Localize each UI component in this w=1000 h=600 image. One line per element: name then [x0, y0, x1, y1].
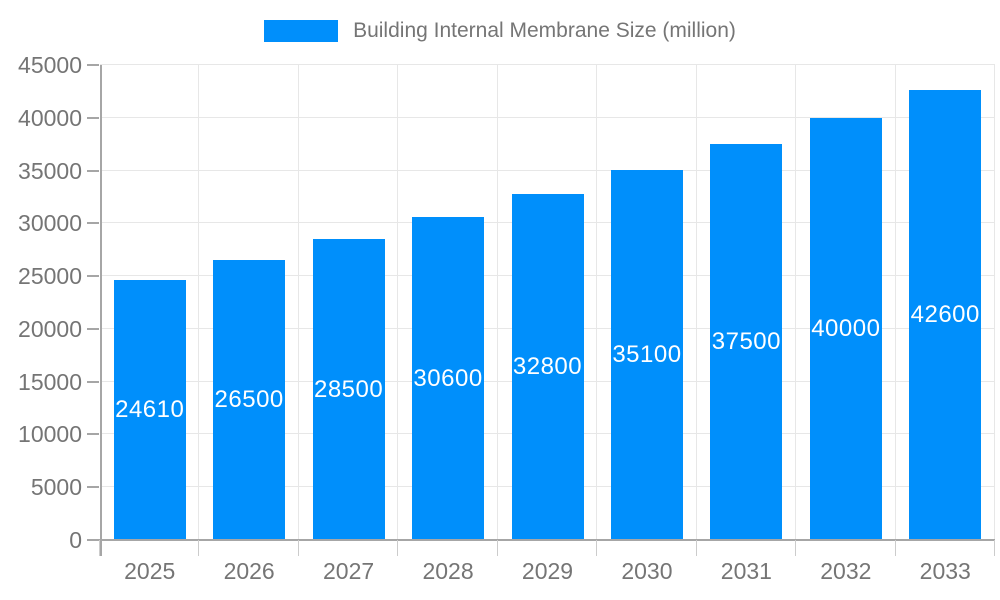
h-gridline: [100, 169, 995, 171]
x-tick-label: 2031: [720, 558, 772, 584]
x-tick-mark: [596, 540, 598, 556]
x-tick-mark: [795, 540, 797, 556]
bar[interactable]: 32800: [511, 193, 584, 540]
bar-value-label: 35100: [612, 340, 682, 368]
y-tick-label: 25000: [18, 263, 82, 290]
y-tick-label: 30000: [18, 210, 82, 237]
x-tick-mark: [297, 540, 299, 556]
legend-swatch: [264, 20, 339, 42]
y-axis-line: [100, 65, 102, 556]
x-tick-label: 2026: [223, 558, 275, 584]
v-gridline: [297, 65, 299, 540]
x-tick-label: 2032: [820, 558, 872, 584]
bar-value-label: 37500: [711, 328, 781, 356]
bar[interactable]: 42600: [909, 90, 982, 540]
x-tick-label: 2028: [422, 558, 474, 584]
bar[interactable]: 26500: [213, 260, 286, 540]
y-tick-mark: [87, 222, 99, 225]
bar[interactable]: 40000: [809, 117, 882, 540]
bar-value-label: 42600: [910, 301, 980, 329]
bar-value-label: 26500: [214, 386, 284, 414]
legend-label: Building Internal Membrane Size (million…: [353, 19, 736, 42]
h-gridline: [100, 116, 995, 118]
y-tick-label: 0: [69, 527, 82, 553]
bar-value-label: 30600: [413, 364, 483, 392]
x-tick-label: 2025: [124, 558, 176, 584]
bar-value-label: 40000: [811, 314, 881, 342]
y-tick-label: 20000: [18, 315, 82, 342]
x-tick-mark: [198, 540, 200, 556]
bar-value-label: 32800: [512, 352, 583, 380]
x-tick-mark: [496, 540, 498, 556]
x-tick-label: 2030: [621, 558, 673, 584]
v-gridline: [994, 65, 995, 540]
y-tick-mark: [87, 64, 99, 66]
legend[interactable]: Building Internal Membrane Size (million…: [0, 16, 1000, 46]
y-tick-label: 40000: [18, 104, 82, 131]
bar[interactable]: 30600: [412, 217, 485, 540]
x-tick-mark: [894, 540, 896, 556]
x-axis-line: [87, 539, 995, 541]
x-tick-mark: [695, 540, 697, 556]
y-tick-mark: [87, 327, 99, 330]
plot-area: 24610 26500 28500 30600 32800 35100 37500 40000…: [100, 64, 995, 540]
v-gridline: [198, 65, 200, 540]
x-tick-label: 2027: [323, 558, 375, 584]
x-tick-mark: [99, 540, 100, 556]
x-tick-label: 2029: [521, 558, 574, 584]
v-gridline: [496, 65, 498, 540]
y-tick-label: 10000: [18, 421, 82, 448]
v-gridline: [795, 65, 797, 540]
v-gridline: [695, 65, 697, 540]
bar[interactable]: 35100: [610, 169, 683, 540]
x-tick-label: 2033: [919, 558, 971, 584]
bar[interactable]: 28500: [312, 239, 385, 540]
x-tick-mark: [397, 540, 399, 556]
y-tick-mark: [87, 380, 99, 383]
y-tick-mark: [87, 116, 99, 119]
x-tick-mark: [994, 540, 995, 556]
bar[interactable]: 37500: [710, 144, 783, 540]
y-tick-mark: [87, 433, 99, 436]
v-gridline: [397, 65, 399, 540]
y-tick-mark: [87, 275, 99, 278]
y-tick-label: 45000: [18, 52, 82, 78]
bar-value-label: 24610: [115, 396, 185, 424]
y-tick-label: 35000: [18, 157, 82, 184]
v-gridline: [596, 65, 598, 540]
y-tick-mark: [87, 539, 99, 541]
bar[interactable]: 24610: [113, 280, 186, 540]
y-tick-label: 15000: [18, 368, 82, 395]
h-gridline: [100, 64, 995, 65]
y-tick-mark: [87, 486, 99, 489]
bar-value-label: 28500: [313, 375, 384, 403]
y-tick-mark: [87, 169, 99, 172]
y-tick-label: 5000: [30, 474, 82, 501]
v-gridline: [894, 65, 896, 540]
